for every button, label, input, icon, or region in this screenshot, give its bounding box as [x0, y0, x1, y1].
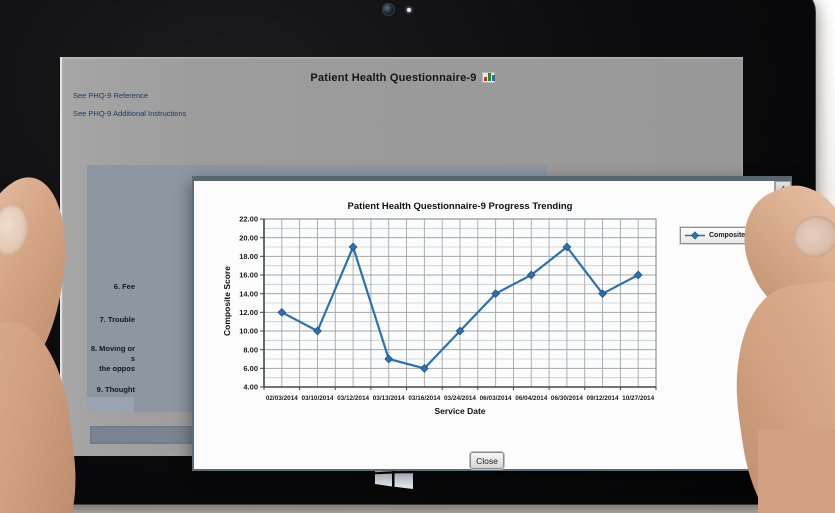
progress-trending-modal: Patient Health Questionnaire-9 Progress …	[192, 176, 792, 471]
page-header: Patient Health Questionnaire-9	[62, 68, 743, 86]
svg-text:14.00: 14.00	[239, 289, 258, 298]
svg-text:02/03/2014: 02/03/2014	[266, 395, 298, 402]
svg-text:03/12/2014: 03/12/2014	[337, 395, 369, 402]
chart-plot: 4.00 6.00 8.00 10.00 12.00 14.00 16.00 18.00 20.…	[239, 215, 657, 402]
svg-text:6.00: 6.00	[243, 364, 258, 373]
tablet-screen: Patient Health Questionnaire-9 See PHQ-9…	[60, 57, 792, 471]
svg-text:12.00: 12.00	[239, 308, 258, 317]
front-camera-icon	[382, 3, 395, 16]
svg-text:10/27/2014: 10/27/2014	[622, 395, 654, 402]
svg-text:10.00: 10.00	[239, 327, 258, 336]
questionnaire-item-7: 7. Trouble	[99, 315, 135, 324]
svg-text:20.00: 20.00	[239, 233, 258, 242]
y-axis-title: Composite Score	[222, 266, 232, 336]
right-hand-base	[758, 430, 835, 513]
svg-text:03/24/2014: 03/24/2014	[444, 395, 476, 402]
bar-chart-icon	[481, 72, 495, 83]
link-phq9-reference[interactable]: See PHQ-9 Reference	[73, 91, 149, 100]
svg-text:16.00: 16.00	[239, 271, 258, 280]
legend-line-marker-icon	[685, 231, 705, 240]
svg-text:03/13/2014: 03/13/2014	[373, 395, 405, 402]
svg-text:18.00: 18.00	[239, 252, 258, 261]
questionnaire-item-6: 6. Fee	[113, 282, 135, 291]
svg-text:06/03/2014: 06/03/2014	[480, 395, 512, 402]
page-title: Patient Health Questionnaire-9	[310, 72, 477, 84]
svg-text:22.00: 22.00	[239, 215, 258, 224]
chart-title: Patient Health Questionnaire-9 Progress …	[347, 201, 573, 212]
svg-text:06/30/2014: 06/30/2014	[551, 395, 583, 402]
x-axis-title: Service Date	[434, 406, 486, 416]
svg-text:03/10/2014: 03/10/2014	[301, 395, 333, 402]
svg-text:4.00: 4.00	[243, 383, 258, 392]
questionnaire-answer-row	[87, 397, 134, 412]
svg-text:03/16/2014: 03/16/2014	[408, 395, 440, 402]
questionnaire-item-9: 9. Thought	[96, 385, 135, 394]
camera-led-icon	[407, 8, 411, 12]
close-button[interactable]: Close	[469, 451, 505, 470]
svg-text:09/12/2014: 09/12/2014	[587, 395, 619, 402]
svg-text:06/04/2014: 06/04/2014	[515, 395, 547, 402]
link-phq9-additional-instructions[interactable]: See PHQ-9 Additional Instructions	[73, 109, 187, 118]
legend-label: Composite Scores	[709, 232, 771, 239]
questionnaire-item-8: 8. Moving or s the oppos	[90, 344, 135, 373]
svg-text:8.00: 8.00	[243, 345, 258, 354]
